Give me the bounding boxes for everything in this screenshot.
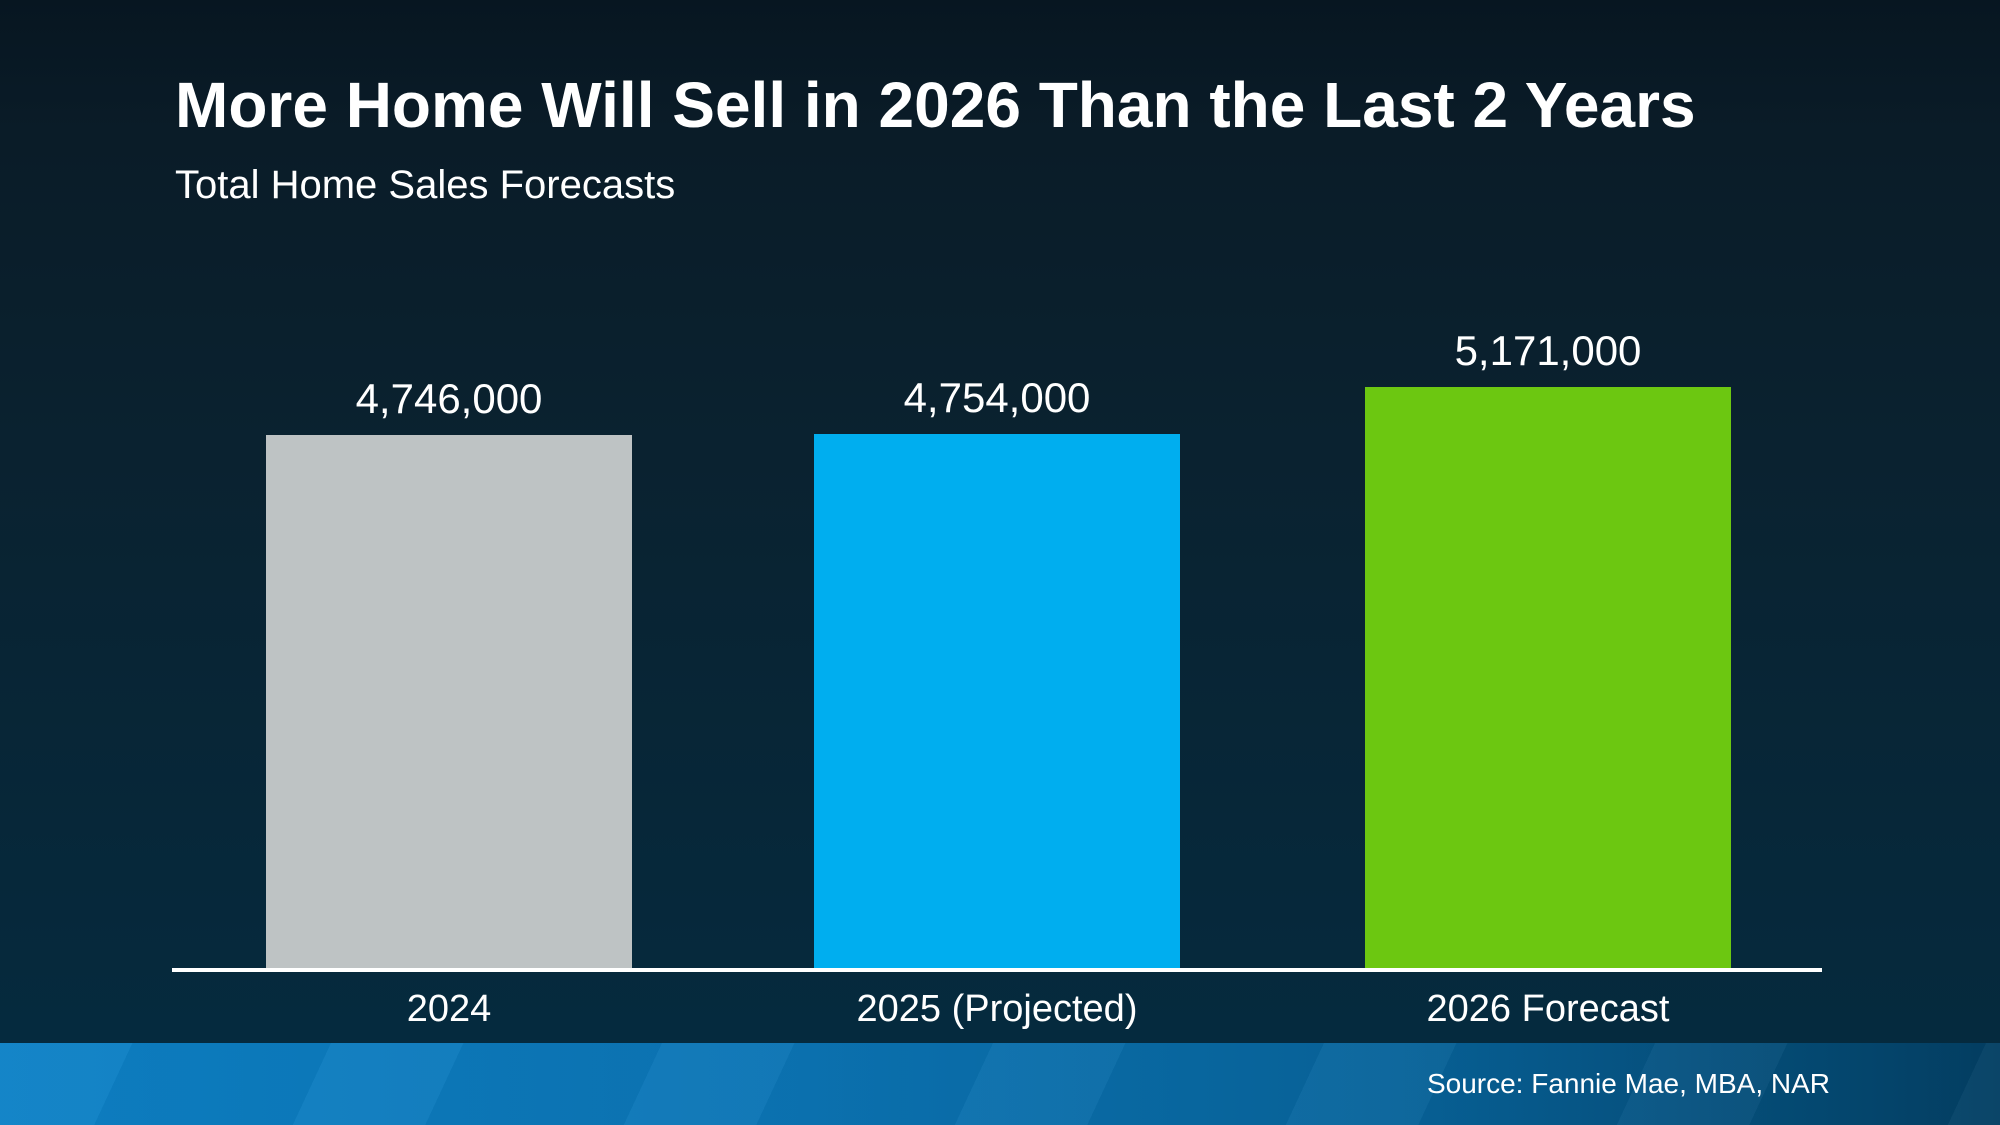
bar-group-2025: 4,754,000 xyxy=(814,364,1180,968)
bar-rect-2026 xyxy=(1365,387,1731,968)
x-axis-label: 2026 Forecast xyxy=(1426,988,1670,1030)
bar-value-label: 4,746,000 xyxy=(355,375,543,422)
x-axis-label: 2025 (Projected) xyxy=(856,988,1138,1030)
slide-title: More Home Will Sell in 2026 Than the Las… xyxy=(175,69,1696,141)
bar-group-2026: 5,171,000 xyxy=(1365,317,1731,968)
bar-chart: 4,746,000 2024 4,754,000 2025 (Projected) 5,… xyxy=(172,300,1822,1030)
x-axis-label: 2024 xyxy=(406,988,492,1030)
bar-group-2024: 4,746,000 xyxy=(266,365,632,968)
bar-rect-2024 xyxy=(266,435,632,968)
x-axis-baseline xyxy=(172,968,1822,972)
footer-bar: Source: Fannie Mae, MBA, NAR xyxy=(0,1043,2000,1125)
bar-value-label: 4,754,000 xyxy=(903,374,1091,421)
slide-subtitle: Total Home Sales Forecasts xyxy=(175,163,676,207)
bar-value-label: 5,171,000 xyxy=(1454,327,1642,374)
bar-rect-2025 xyxy=(814,434,1180,968)
source-attribution: Source: Fannie Mae, MBA, NAR xyxy=(1426,1068,1830,1099)
